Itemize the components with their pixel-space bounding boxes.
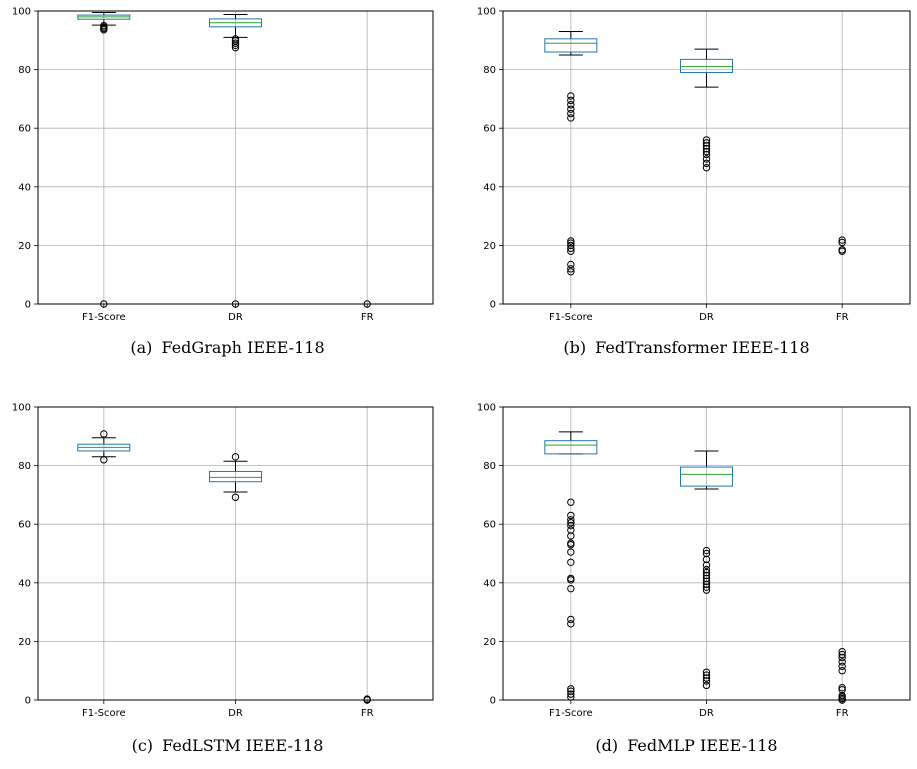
caption-d: (d) FedMLP IEEE-118 <box>459 736 917 755</box>
y-tick-label: 60 <box>483 520 496 531</box>
y-tick-label: 60 <box>18 124 31 135</box>
y-tick-label: 40 <box>18 578 31 589</box>
y-tick-label: 20 <box>483 241 496 252</box>
x-tick-label: F1-Score <box>82 708 126 719</box>
x-tick-label: FR <box>361 708 374 719</box>
caption-c: (c) FedLSTM IEEE-118 <box>0 736 459 755</box>
x-tick-label: DR <box>228 312 243 323</box>
caption-label: (d) <box>595 736 618 755</box>
y-tick-label: 40 <box>18 182 31 193</box>
y-tick-label: 80 <box>18 65 31 76</box>
y-tick-label: 40 <box>483 182 496 193</box>
caption-a: (a) FedGraph IEEE-118 <box>0 338 459 357</box>
y-tick-label: 80 <box>483 65 496 76</box>
y-tick-label: 60 <box>483 124 496 135</box>
y-tick-label: 20 <box>18 637 31 648</box>
y-tick-label: 20 <box>483 637 496 648</box>
y-tick-label: 40 <box>483 578 496 589</box>
y-tick-label: 100 <box>477 7 496 18</box>
caption-text: FedLSTM IEEE-118 <box>162 736 323 755</box>
subplot-c: 0 20 40 60 80 100 F1-Score DR FR <box>12 403 433 720</box>
caption-text: FedGraph IEEE-118 <box>161 338 324 357</box>
y-tick-label: 0 <box>490 300 496 311</box>
caption-label: (a) <box>130 338 152 357</box>
caption-text: FedTransformer IEEE-118 <box>595 338 810 357</box>
caption-text: FedMLP IEEE-118 <box>627 736 777 755</box>
caption-b: (b) FedTransformer IEEE-118 <box>459 338 917 357</box>
x-tick-label: DR <box>228 708 243 719</box>
y-tick-label: 0 <box>490 696 496 707</box>
y-tick-label: 100 <box>477 403 496 414</box>
x-tick-label: DR <box>699 312 714 323</box>
subplot-b: 0 20 40 60 80 100 F1-Score DR FR <box>477 7 910 324</box>
y-tick-label: 80 <box>18 461 31 472</box>
x-tick-label: FR <box>361 312 374 323</box>
y-tick-label: 0 <box>25 300 31 311</box>
y-tick-label: 0 <box>25 696 31 707</box>
subplot-d: 0 20 40 60 80 100 F1-Score DR FR <box>477 403 910 720</box>
y-tick-label: 60 <box>18 520 31 531</box>
y-tick-label: 80 <box>483 461 496 472</box>
caption-label: (b) <box>563 338 586 357</box>
x-tick-label: FR <box>836 708 849 719</box>
x-tick-label: F1-Score <box>549 708 593 719</box>
subplot-a: 0 20 40 60 80 100 F1-Score DR FR <box>12 7 433 324</box>
x-tick-label: F1-Score <box>549 312 593 323</box>
y-tick-label: 100 <box>12 403 31 414</box>
x-tick-label: FR <box>836 312 849 323</box>
y-tick-label: 20 <box>18 241 31 252</box>
caption-label: (c) <box>132 736 153 755</box>
x-tick-label: DR <box>699 708 714 719</box>
y-tick-label: 100 <box>12 7 31 18</box>
x-tick-label: F1-Score <box>82 312 126 323</box>
